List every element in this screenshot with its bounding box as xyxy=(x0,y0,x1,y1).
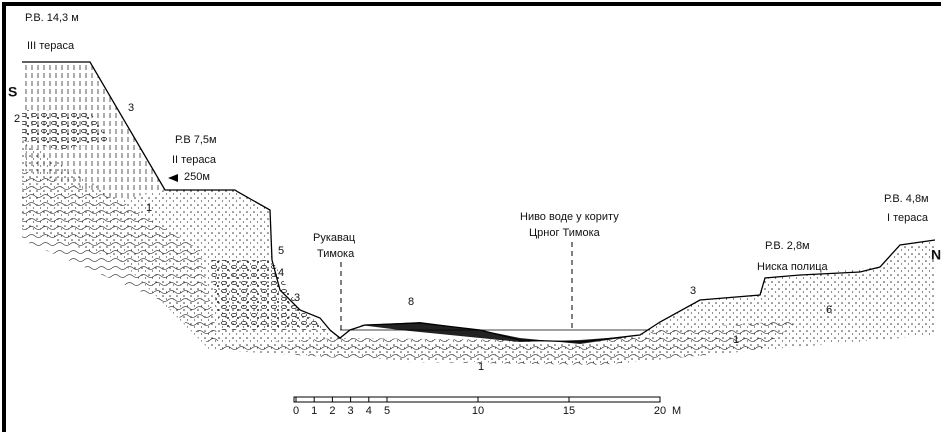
label: 8 xyxy=(408,296,414,308)
scale-rect xyxy=(294,397,660,402)
label: 2 xyxy=(14,113,20,125)
label: III тераса xyxy=(27,40,75,52)
label: I тераса xyxy=(887,212,929,224)
scale-label: 2 xyxy=(329,405,335,417)
label: Тимока xyxy=(317,248,355,260)
scale-label: 10 xyxy=(472,405,484,417)
cross-section: Р.В. 14,3 м III тераса S 2 3 Р.В 7,5м II терас… xyxy=(0,0,941,432)
scale-label: 1 xyxy=(311,405,317,417)
label: Р.В. 4,8м xyxy=(884,193,929,205)
label: 3 xyxy=(294,292,300,304)
label: N xyxy=(931,247,941,263)
strata xyxy=(22,62,935,365)
label: Ниво воде у кориту xyxy=(520,211,619,223)
label: 3 xyxy=(690,285,696,297)
scale-label: 4 xyxy=(366,405,372,417)
scale-label: 20 xyxy=(654,405,666,417)
label: Р.В. 14,3 м xyxy=(25,12,79,24)
scale-label: 15 xyxy=(563,405,575,417)
label: Р.В 7,5м xyxy=(175,134,217,146)
layer-gravel-lower xyxy=(210,260,330,330)
label: 1 xyxy=(146,202,152,214)
scale-label: 0 xyxy=(293,405,299,417)
label: Р.В. 2,8м xyxy=(765,240,810,252)
label: II тераса xyxy=(172,154,217,166)
arrow xyxy=(168,174,178,182)
label: 5 xyxy=(278,245,284,257)
label: Ниска полица xyxy=(757,261,829,273)
scale-label: 5 xyxy=(384,405,390,417)
label: 1 xyxy=(733,334,739,346)
scale-unit: М xyxy=(672,405,681,417)
label: 4 xyxy=(278,267,284,279)
label: Црног Тимока xyxy=(529,227,601,239)
label: S xyxy=(8,84,17,100)
label: 250м xyxy=(184,171,210,183)
scale-label: 3 xyxy=(348,405,354,417)
label: Рукавац xyxy=(313,232,356,244)
label: 1 xyxy=(478,361,484,373)
label: 6 xyxy=(826,304,832,316)
label: 3 xyxy=(128,102,134,114)
